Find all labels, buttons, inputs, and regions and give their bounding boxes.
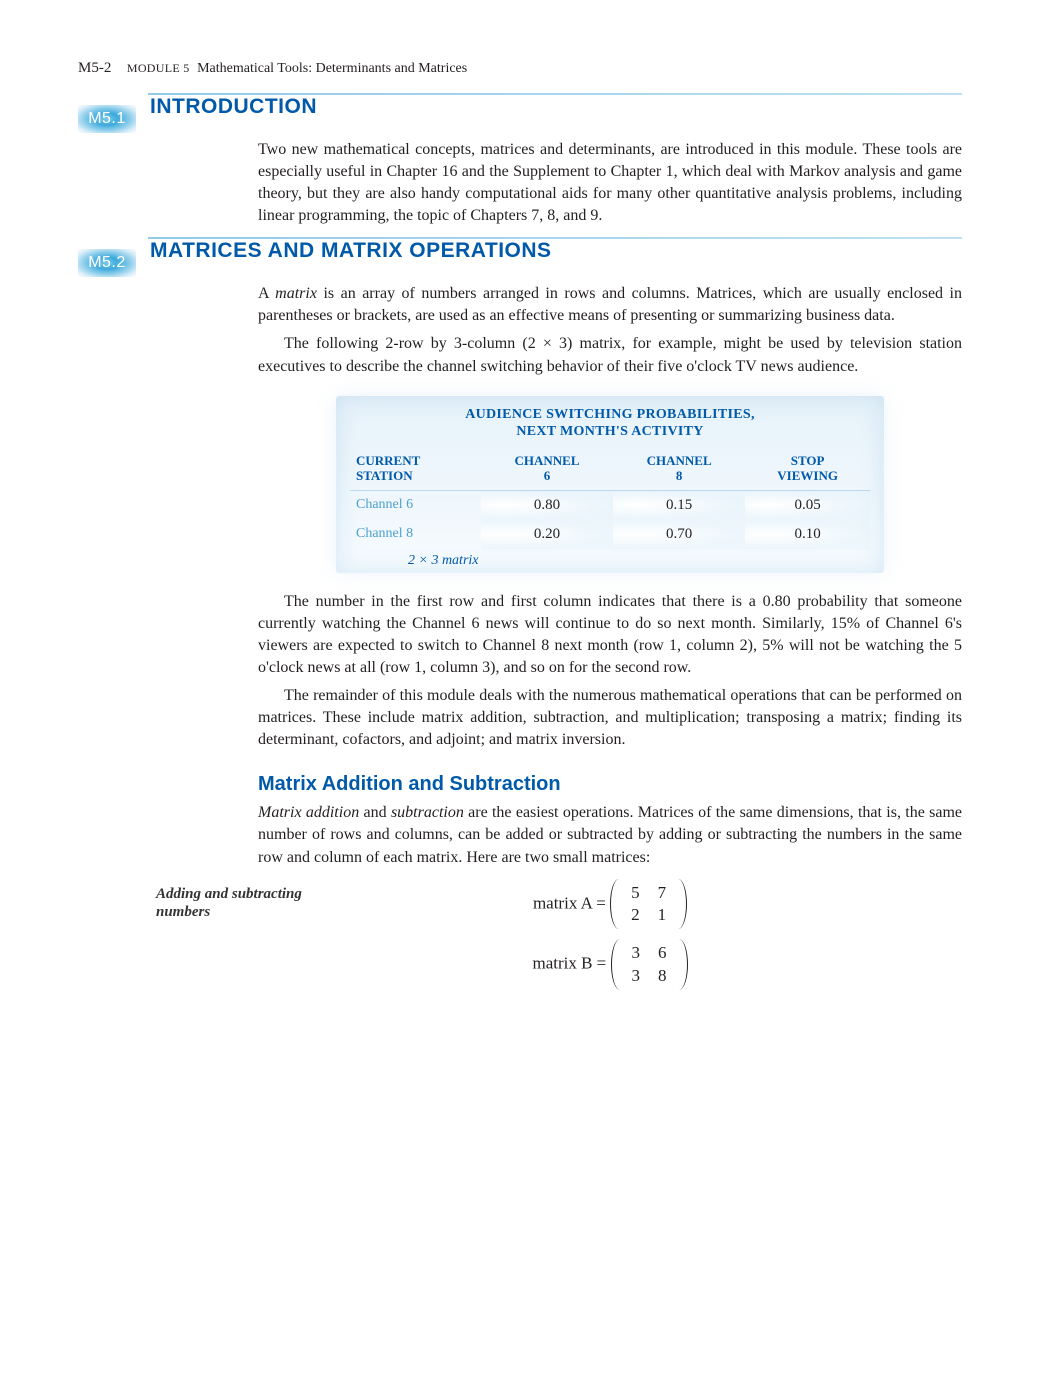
section-tag: M5.2 bbox=[78, 249, 136, 277]
text: 8 bbox=[676, 468, 683, 483]
page-number: M5-2 bbox=[78, 60, 111, 76]
cell: 1 bbox=[650, 905, 675, 925]
text: CURRENT bbox=[356, 453, 420, 468]
text: and bbox=[359, 804, 391, 821]
text: 6 bbox=[544, 468, 551, 483]
matrix-example-paragraph: The following 2-row by 3-column (2 × 3) … bbox=[258, 333, 962, 377]
term-matrix: matrix bbox=[275, 285, 317, 302]
col-header-ch8: CHANNEL8 bbox=[613, 449, 745, 491]
matrix-b-values: 36 38 bbox=[611, 939, 688, 990]
subsection-title: Matrix Addition and Subtraction bbox=[258, 773, 962, 796]
text: A bbox=[258, 285, 275, 302]
text: VIEWING bbox=[777, 468, 838, 483]
row-head-ch8: Channel 8 bbox=[350, 520, 481, 549]
col-header-ch6: CHANNEL6 bbox=[481, 449, 613, 491]
probability-table: CURRENTSTATION CHANNEL6 CHANNEL8 STOPVIE… bbox=[350, 449, 870, 549]
cell: 8 bbox=[650, 966, 675, 986]
matrix-a-label: matrix A = bbox=[533, 893, 606, 912]
section-title: INTRODUCTION bbox=[150, 107, 962, 121]
section-title: MATRICES AND MATRIX OPERATIONS bbox=[150, 251, 962, 265]
cell: 5 bbox=[623, 883, 648, 903]
cell: 3 bbox=[624, 966, 649, 986]
table-row: Channel 6 0.80 0.15 0.05 bbox=[350, 490, 870, 520]
term-matrix-addition: Matrix addition bbox=[258, 804, 359, 821]
module-title: Mathematical Tools: Determinants and Mat… bbox=[197, 61, 467, 76]
section-title-text: INTRODUCTION bbox=[150, 95, 325, 119]
matrix-definition-paragraph: A matrix is an array of numbers arranged… bbox=[258, 283, 962, 327]
module-label: MODULE 5 bbox=[127, 61, 190, 75]
section-header-intro: M5.1 INTRODUCTION bbox=[78, 105, 962, 133]
table-title-line1: AUDIENCE SWITCHING PROBABILITIES, bbox=[465, 407, 755, 422]
table-row: Channel 8 0.20 0.70 0.10 bbox=[350, 520, 870, 549]
cell: 0.80 bbox=[481, 490, 613, 520]
explain-paragraph-1: The number in the first row and first co… bbox=[258, 591, 962, 679]
section-body-matrices: A matrix is an array of numbers arranged… bbox=[258, 283, 962, 868]
table-caption: 2 × 3 matrix bbox=[408, 553, 870, 569]
cell: 0.15 bbox=[613, 490, 745, 520]
audience-switching-table: AUDIENCE SWITCHING PROBABILITIES, NEXT M… bbox=[336, 396, 884, 573]
col-header-stop: STOPVIEWING bbox=[745, 449, 870, 491]
section-header-matrices: M5.2 MATRICES AND MATRIX OPERATIONS bbox=[78, 249, 962, 277]
text: STOP bbox=[791, 453, 825, 468]
matrix-b: matrix B = 36 38 bbox=[78, 939, 962, 990]
cell: 0.10 bbox=[745, 520, 870, 549]
explain-paragraph-2: The remainder of this module deals with … bbox=[258, 685, 962, 751]
section-body-intro: Two new mathematical concepts, matrices … bbox=[258, 139, 962, 227]
cell: 3 bbox=[624, 943, 649, 963]
section-tag: M5.1 bbox=[78, 105, 136, 133]
text: is an array of numbers arranged in rows … bbox=[258, 285, 962, 324]
cell: 2 bbox=[623, 905, 648, 925]
running-head: M5-2 MODULE 5 Mathematical Tools: Determ… bbox=[78, 60, 962, 77]
margin-note: Adding and subtracting numbers bbox=[156, 885, 316, 923]
cell: 6 bbox=[650, 943, 675, 963]
text: STATION bbox=[356, 468, 413, 483]
col-header-current: CURRENTSTATION bbox=[350, 449, 481, 491]
cell: 0.20 bbox=[481, 520, 613, 549]
text: CHANNEL bbox=[647, 453, 712, 468]
cell: 0.70 bbox=[613, 520, 745, 549]
matrix-a-values: 57 21 bbox=[610, 879, 687, 930]
addition-subtraction-paragraph: Matrix addition and subtraction are the … bbox=[258, 802, 962, 868]
row-head-ch6: Channel 6 bbox=[350, 490, 481, 520]
section-title-text: MATRICES AND MATRIX OPERATIONS bbox=[150, 239, 560, 263]
term-subtraction: subtraction bbox=[391, 804, 464, 821]
cell: 7 bbox=[650, 883, 675, 903]
text: CHANNEL bbox=[514, 453, 579, 468]
matrix-b-label: matrix B = bbox=[532, 954, 606, 973]
intro-paragraph: Two new mathematical concepts, matrices … bbox=[258, 139, 962, 227]
cell: 0.05 bbox=[745, 490, 870, 520]
table-title: AUDIENCE SWITCHING PROBABILITIES, NEXT M… bbox=[350, 406, 870, 441]
table-title-line2: NEXT MONTH'S ACTIVITY bbox=[516, 424, 703, 439]
